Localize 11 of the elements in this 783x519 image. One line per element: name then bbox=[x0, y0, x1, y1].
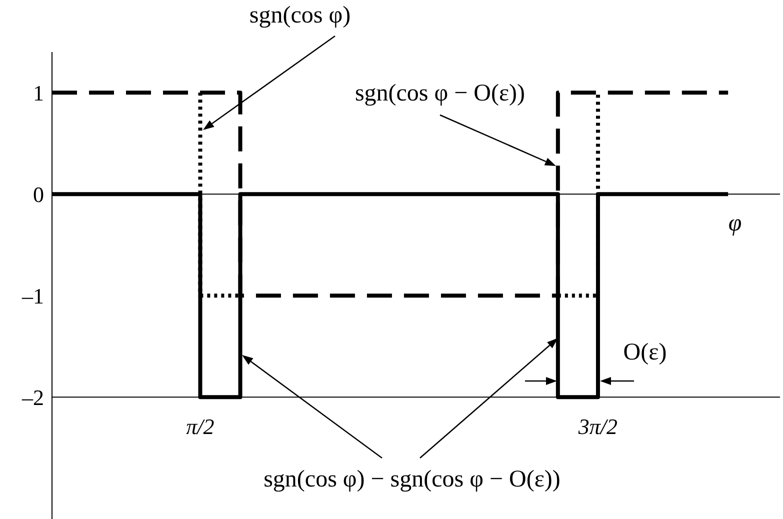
x-tick-label: 3π/2 bbox=[577, 414, 618, 439]
x-tick-label: π/2 bbox=[186, 414, 214, 439]
text: sgn(cos φ) bbox=[249, 2, 351, 30]
x-axis-title: φ bbox=[728, 210, 742, 238]
y-tick-label: –1 bbox=[21, 283, 44, 308]
annotation: sgn(cos φ − O(ε)) bbox=[354, 80, 526, 108]
y-tick-label: 1 bbox=[33, 80, 44, 106]
annotation: sgn(cos φ) − sgn(cos φ − O(ε)) bbox=[264, 466, 560, 494]
y-tick-label: 0 bbox=[33, 182, 44, 207]
annotation: O(ε) bbox=[623, 340, 667, 366]
y-tick-label: –2 bbox=[21, 384, 44, 410]
